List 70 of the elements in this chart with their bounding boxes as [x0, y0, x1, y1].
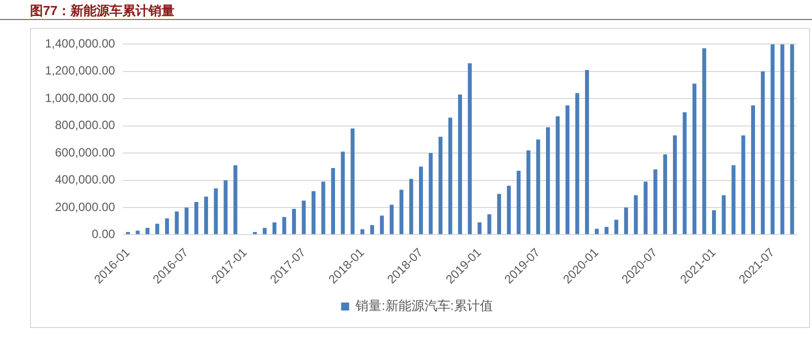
- y-tick-label: 1,000,000.00: [44, 90, 116, 105]
- bar: [672, 135, 677, 234]
- bar: [594, 228, 599, 234]
- bar: [790, 44, 794, 234]
- bar: [360, 229, 364, 234]
- bar: [224, 180, 228, 234]
- bar: [321, 182, 326, 234]
- bar: [634, 195, 638, 234]
- bar: [390, 204, 394, 234]
- bar: [184, 207, 189, 234]
- bar: [575, 93, 580, 234]
- bar: [644, 182, 648, 234]
- bar: [399, 190, 404, 234]
- y-tick-label: 1,200,000.00: [44, 64, 116, 78]
- bar: [497, 194, 502, 234]
- bar: [770, 44, 775, 234]
- bar: [214, 188, 218, 234]
- bar: [380, 216, 384, 234]
- bar: [732, 165, 736, 234]
- bar: [566, 105, 570, 234]
- bar: [722, 195, 726, 234]
- legend-label: 销量:新能源汽车:累计值: [354, 298, 493, 314]
- bar: [760, 71, 765, 234]
- bar: [506, 186, 511, 234]
- bar: [204, 196, 208, 234]
- bar: [350, 128, 355, 234]
- bar: [409, 178, 414, 234]
- bar: [272, 222, 276, 234]
- bar: [302, 200, 306, 234]
- bar: [624, 207, 628, 234]
- bar: [653, 169, 658, 234]
- y-tick-label: 0.00: [92, 226, 116, 241]
- y-tick-label: 200,000.00: [55, 200, 116, 214]
- bar: [468, 63, 472, 234]
- bar: [692, 84, 696, 234]
- bar: [146, 228, 150, 234]
- bar: [340, 152, 345, 234]
- bar: [262, 228, 267, 234]
- bar: [604, 226, 608, 234]
- bar: [516, 170, 521, 234]
- bar: [252, 232, 257, 234]
- bar: [438, 136, 442, 234]
- bar: [585, 70, 589, 234]
- bar: [419, 166, 423, 234]
- bar: [526, 150, 530, 234]
- y-tick-label: 1,400,000.00: [44, 36, 116, 51]
- bar: [478, 222, 482, 234]
- bar: [614, 220, 618, 234]
- bar: [370, 225, 374, 234]
- bar: [780, 44, 784, 234]
- bar: [663, 154, 668, 234]
- bar: [682, 112, 687, 234]
- bar: [165, 218, 169, 234]
- bar: [458, 94, 462, 234]
- bar: [712, 210, 716, 234]
- bar: [487, 214, 492, 234]
- bar: [536, 139, 540, 234]
- bar: [331, 168, 336, 234]
- y-tick-label: 600,000.00: [55, 145, 116, 160]
- bar: [448, 118, 452, 234]
- bar: [292, 208, 296, 234]
- bar: [546, 127, 550, 234]
- bar: [751, 105, 755, 234]
- y-tick-label: 800,000.00: [55, 118, 116, 132]
- bar: [312, 191, 316, 234]
- y-tick-label: 400,000.00: [55, 172, 116, 187]
- bar: [233, 165, 238, 234]
- bar: [194, 202, 198, 234]
- chart-title: 图77：新能源车累计销量: [0, 0, 812, 20]
- bar: [126, 232, 130, 234]
